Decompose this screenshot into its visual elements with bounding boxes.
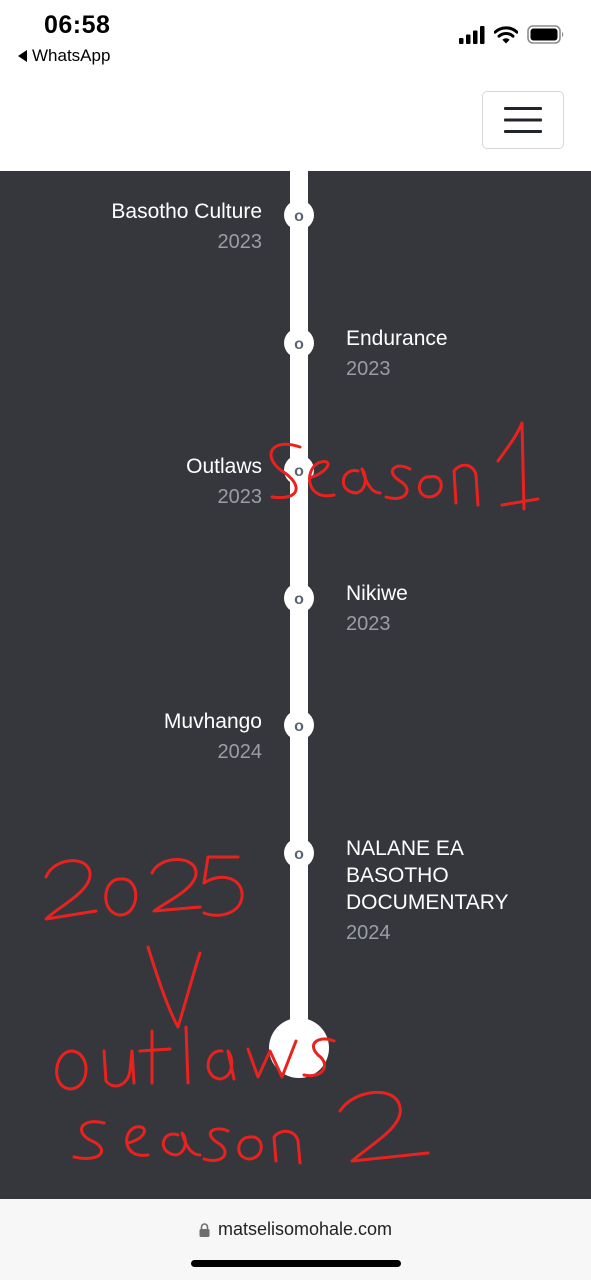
timeline-node: o <box>284 328 314 358</box>
hamburger-menu-icon <box>504 107 542 133</box>
menu-button[interactable] <box>482 91 564 149</box>
entry-title: Basotho Culture <box>111 200 262 223</box>
handwriting-season2 <box>72 1091 430 1165</box>
status-icons <box>459 25 565 44</box>
timeline-node: o <box>284 455 314 485</box>
back-to-app-link[interactable]: WhatsApp <box>18 46 110 66</box>
home-indicator[interactable] <box>191 1260 401 1267</box>
status-time: 06:58 <box>44 11 111 39</box>
timeline-node: o <box>284 838 314 868</box>
entry-year: 2023 <box>217 486 263 508</box>
timeline-node: o <box>284 200 314 230</box>
timeline-node: o <box>284 710 314 740</box>
timeline-entry: Basotho Culture 2023 <box>22 198 262 254</box>
handwriting-2025 <box>44 855 244 921</box>
cellular-signal-icon <box>459 25 485 44</box>
address-bar[interactable]: matselisomohale.com <box>199 1219 392 1240</box>
url-text: matselisomohale.com <box>217 1219 393 1239</box>
entry-year: 2023 <box>346 613 391 635</box>
browser-bottom-bar: matselisomohale.com <box>0 1199 591 1280</box>
entry-title: NALANE EA BASOTHO DOCUMENTARY <box>346 837 509 914</box>
entry-title: Endurance <box>346 327 448 350</box>
handwriting-check-mark <box>146 945 202 1029</box>
entry-title: Muvhango <box>163 710 262 733</box>
lock-icon <box>199 1222 210 1237</box>
wifi-icon <box>494 25 518 43</box>
timeline-entry: Muvhango 2024 <box>22 708 262 764</box>
timeline-entry: NALANE EA BASOTHO DOCUMENTARY 2024 <box>346 835 566 945</box>
status-bar: 06:58 WhatsApp <box>0 0 591 80</box>
timeline-section: o o o o o o Basotho Culture 2023 Enduran… <box>0 171 591 1199</box>
timeline-entry: Endurance 2023 <box>346 325 586 381</box>
entry-year: 2024 <box>346 922 391 944</box>
timeline-entry: Nikiwe 2023 <box>346 580 586 636</box>
entry-title: Nikiwe <box>346 582 408 605</box>
back-triangle-icon <box>18 50 27 62</box>
entry-year: 2024 <box>217 741 263 763</box>
battery-icon <box>527 25 564 44</box>
entry-title: Outlaws <box>186 455 262 478</box>
entry-year: 2023 <box>346 358 391 380</box>
entry-year: 2023 <box>217 231 263 253</box>
timeline-node: o <box>284 583 314 613</box>
back-app-label: WhatsApp <box>32 46 111 65</box>
timeline-entry: Outlaws 2023 <box>22 453 262 509</box>
timeline-end-node <box>269 1018 329 1078</box>
site-header <box>0 80 591 171</box>
